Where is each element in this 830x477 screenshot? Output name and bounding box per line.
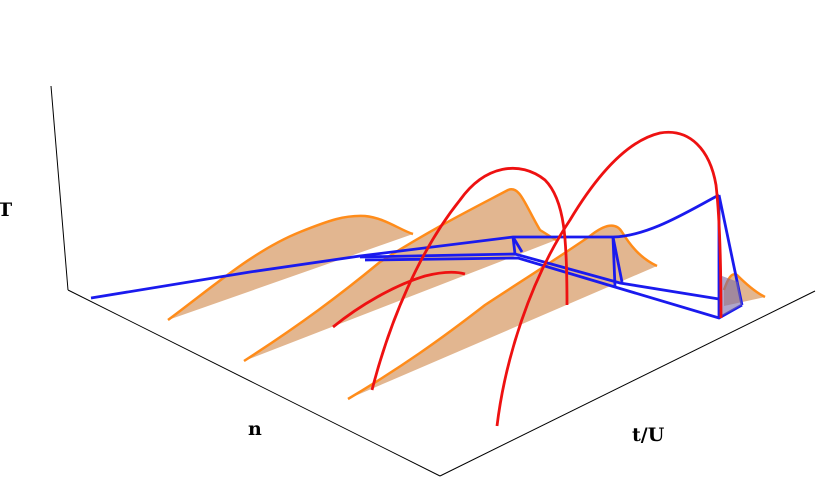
left-axis-label: n [248, 418, 262, 440]
shaded-surfaces [167, 188, 766, 401]
red-arc-1 [370, 166, 569, 391]
red-short-arc [332, 270, 466, 329]
left-floor-axis [67, 289, 441, 477]
right-floor-axis [439, 290, 816, 477]
blue-curves [90, 193, 744, 320]
surface-1-edge [167, 214, 414, 322]
blue-small-hook-1 [511, 236, 524, 253]
surface-1 [168, 215, 413, 320]
red-curves [332, 130, 723, 427]
surface-2-edge [243, 188, 557, 363]
vertical-axis-label: T [0, 199, 12, 221]
red-arc-2 [495, 130, 723, 427]
overlap-region [722, 276, 742, 316]
surface-3 [348, 225, 657, 399]
axes [50, 85, 816, 477]
vertical-axis [50, 85, 69, 291]
blue-small-hook-2 [611, 236, 624, 283]
surface-2 [244, 189, 556, 361]
right-axis-label: t/U [632, 424, 665, 446]
